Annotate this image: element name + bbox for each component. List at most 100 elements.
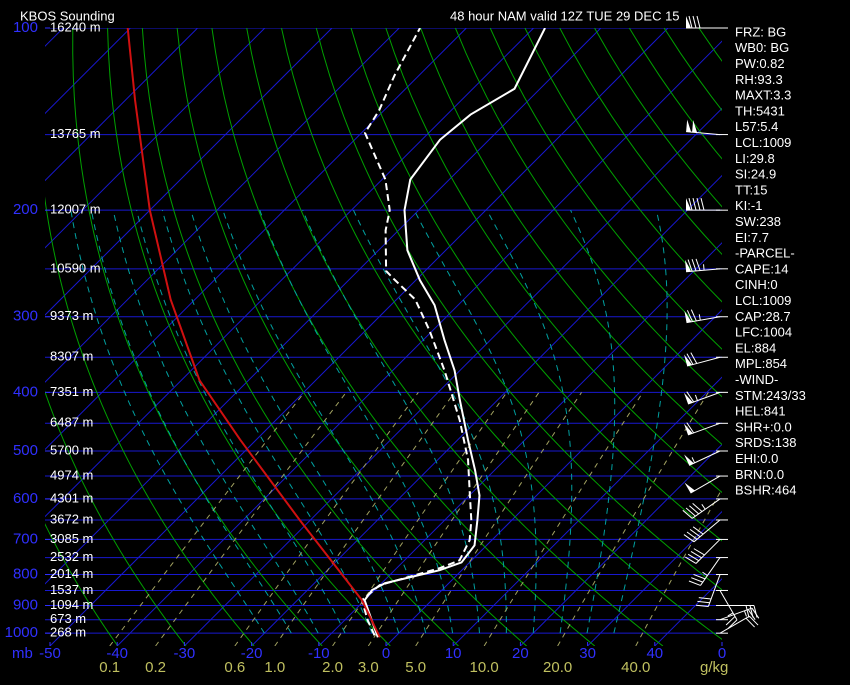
index-label: CINH:0 (735, 277, 778, 292)
barb-staff (686, 131, 721, 136)
y-tick-label: 700 (13, 530, 38, 547)
x-tick-label: -10 (308, 645, 330, 662)
x-tick-label: 0 (382, 645, 390, 662)
y-unit: mb (12, 645, 33, 662)
mixing-ratio-label: 40.0 (621, 659, 650, 676)
barb-flag (686, 531, 698, 540)
barb-staff (691, 498, 721, 519)
x-tick-label: -50 (39, 645, 61, 662)
barb-pennant (692, 120, 698, 133)
barb-flag (687, 259, 693, 272)
barb-flag (749, 615, 759, 626)
barb-flag (692, 503, 703, 512)
barb-flag (747, 609, 756, 620)
y-tick-label: 900 (13, 596, 38, 613)
mixing-ratio-line (367, 392, 540, 646)
index-label: SHR+:0.0 (735, 419, 792, 434)
index-label: LI:29.8 (735, 151, 775, 166)
height-label: 12007 m (50, 202, 101, 217)
barb-flag (700, 198, 705, 211)
y-tick-label: 400 (13, 383, 38, 400)
barb-pennant (683, 423, 693, 435)
dry-adiabat (385, 28, 722, 494)
index-label: MAXT:3.3 (735, 88, 791, 103)
wind-barb (716, 615, 759, 634)
index-label: -PARCEL- (735, 246, 795, 261)
dry-adiabat (246, 28, 664, 646)
isotherm (45, 28, 602, 585)
mixing-ratio-label: 20.0 (543, 659, 572, 676)
index-label: EI:7.7 (735, 230, 769, 245)
mixing-ratio-line (234, 392, 419, 646)
wind-barb (686, 15, 728, 29)
moist-adiabat (486, 209, 573, 634)
wind-barb (686, 198, 728, 211)
barb-staff (687, 422, 721, 436)
moist-adiabat (90, 210, 292, 634)
moist-adiabat (302, 209, 480, 634)
barb-flag (751, 607, 760, 619)
mixing-ratio-label: 0.2 (145, 659, 166, 676)
barb-staff (693, 519, 721, 543)
y-tick-label: 300 (13, 308, 38, 325)
barb-pennant (686, 198, 691, 211)
index-label: BSHR:464 (735, 483, 796, 498)
index-label: SRDS:138 (735, 435, 796, 450)
isotherm (452, 376, 722, 646)
wind-barb (684, 309, 728, 324)
barb-flag (685, 507, 696, 517)
index-label: SW:238 (735, 214, 781, 229)
barb-flag (686, 353, 694, 365)
wind-barb (685, 538, 728, 564)
barb-flag (691, 259, 697, 272)
barb-staff (707, 574, 721, 607)
mixing-ratio-label: 2.0 (322, 659, 343, 676)
barb-flag (745, 605, 750, 618)
height-label: 3672 m (50, 511, 93, 526)
height-label: 16240 m (50, 19, 101, 34)
index-label: EL:884 (735, 340, 776, 355)
isotherm (45, 28, 534, 518)
dry-adiabat (45, 196, 255, 646)
height-label: 10590 m (50, 260, 101, 275)
barb-flag (690, 352, 698, 364)
moist-adiabat (190, 210, 400, 634)
barb-staff (690, 475, 721, 494)
isotherm (49, 28, 669, 646)
mixing-ratio-line (635, 488, 722, 646)
y-tick-label: 100 (13, 19, 38, 36)
height-label: 8307 m (50, 349, 93, 364)
barb-half (743, 610, 747, 617)
x-unit: g/kg (700, 659, 728, 676)
wind-barb (684, 450, 728, 466)
barb-staff (719, 607, 753, 621)
barb-flag (745, 617, 755, 628)
mixing-ratio-label: 5.0 (405, 659, 426, 676)
mixing-ratio-line (557, 392, 709, 646)
dry-adiabat (107, 28, 391, 646)
barb-flag (686, 391, 695, 403)
barb-flag (693, 548, 705, 556)
barb-flag (692, 198, 697, 211)
barb-flag (698, 597, 712, 600)
index-label: RH:93.3 (735, 72, 783, 87)
height-label: 7351 m (50, 384, 93, 399)
isotherm (251, 174, 722, 646)
barb-half (698, 314, 701, 321)
mixing-ratio-line (415, 392, 582, 646)
barb-pennant (684, 310, 692, 323)
isotherm (45, 28, 467, 451)
index-label: WB0: BG (735, 40, 789, 55)
barb-flag (688, 198, 693, 211)
mixing-ratio-label: 3.0 (358, 659, 379, 676)
index-label: SI:24.9 (735, 167, 776, 182)
index-label: STM:243/33 (735, 388, 806, 403)
index-label: BRN:0.0 (735, 467, 784, 482)
barb-flag (683, 534, 695, 543)
x-tick-label: 20 (512, 645, 529, 662)
wind-barb (696, 574, 728, 607)
dry-adiabat (594, 28, 722, 208)
wind-barb (684, 475, 728, 494)
height-label: 4301 m (50, 490, 93, 505)
